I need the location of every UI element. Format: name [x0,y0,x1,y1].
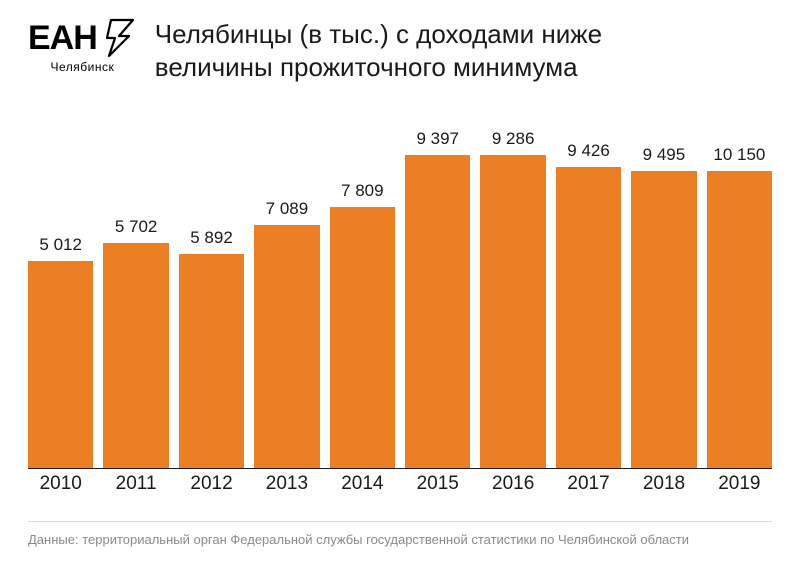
x-tick: 2019 [707,469,772,495]
x-tick: 2013 [254,469,319,495]
bar-value-label: 7 089 [266,199,309,219]
bar-wrap: 7 809 [330,110,395,469]
bar-value-label: 5 702 [115,217,158,237]
logo-subtext: Челябинск [51,60,115,74]
bar [103,243,168,469]
bar [631,171,696,469]
bar-wrap: 9 397 [405,110,470,469]
x-tick: 2012 [179,469,244,495]
bar-wrap: 9 495 [631,110,696,469]
lightning-icon [103,18,137,58]
x-tick: 2017 [556,469,621,495]
bar [179,254,244,469]
bar-value-label: 9 426 [567,141,610,161]
x-tick: 2016 [480,469,545,495]
bar-value-label: 9 286 [492,129,535,149]
x-tick: 2014 [330,469,395,495]
source-footer: Данные: территориальный орган Федерально… [28,521,772,547]
bar-wrap: 10 150 [707,110,772,469]
x-tick: 2015 [405,469,470,495]
bar-value-label: 9 397 [416,129,459,149]
bar [405,155,470,469]
bar [254,225,319,469]
x-tick: 2018 [631,469,696,495]
bar-value-label: 5 012 [39,235,82,255]
x-tick: 2010 [28,469,93,495]
bar-value-label: 7 809 [341,181,384,201]
chart-x-axis: 2010 2011 2012 2013 2014 2015 2016 2017 2018 2019 [28,468,772,495]
bar-wrap: 5 702 [103,110,168,469]
bar [28,261,93,469]
chart-title: Челябинцы (в тыс.) с доходами ниже велич… [155,18,715,83]
logo-text: ЕАН [28,21,97,55]
bar-wrap: 5 892 [179,110,244,469]
chart-bars: 5 012 5 702 5 892 7 089 7 809 9 397 9 286 9 426… [28,110,772,469]
logo: ЕАН Челябинск [28,18,137,74]
bar [707,171,772,469]
bar-value-label: 10 150 [713,145,765,165]
logo-main: ЕАН [28,18,137,58]
bar-value-label: 5 892 [190,228,233,248]
bar-wrap: 5 012 [28,110,93,469]
bar-value-label: 9 495 [643,145,686,165]
bar-wrap: 9 426 [556,110,621,469]
bar-wrap: 9 286 [480,110,545,469]
bar-chart: 5 012 5 702 5 892 7 089 7 809 9 397 9 286 9 426… [28,110,772,495]
bar [480,155,545,469]
x-tick: 2011 [103,469,168,495]
bar [556,167,621,469]
bar-wrap: 7 089 [254,110,319,469]
header: ЕАН Челябинск Челябинцы (в тыс.) с доход… [0,0,800,83]
bar [330,207,395,469]
